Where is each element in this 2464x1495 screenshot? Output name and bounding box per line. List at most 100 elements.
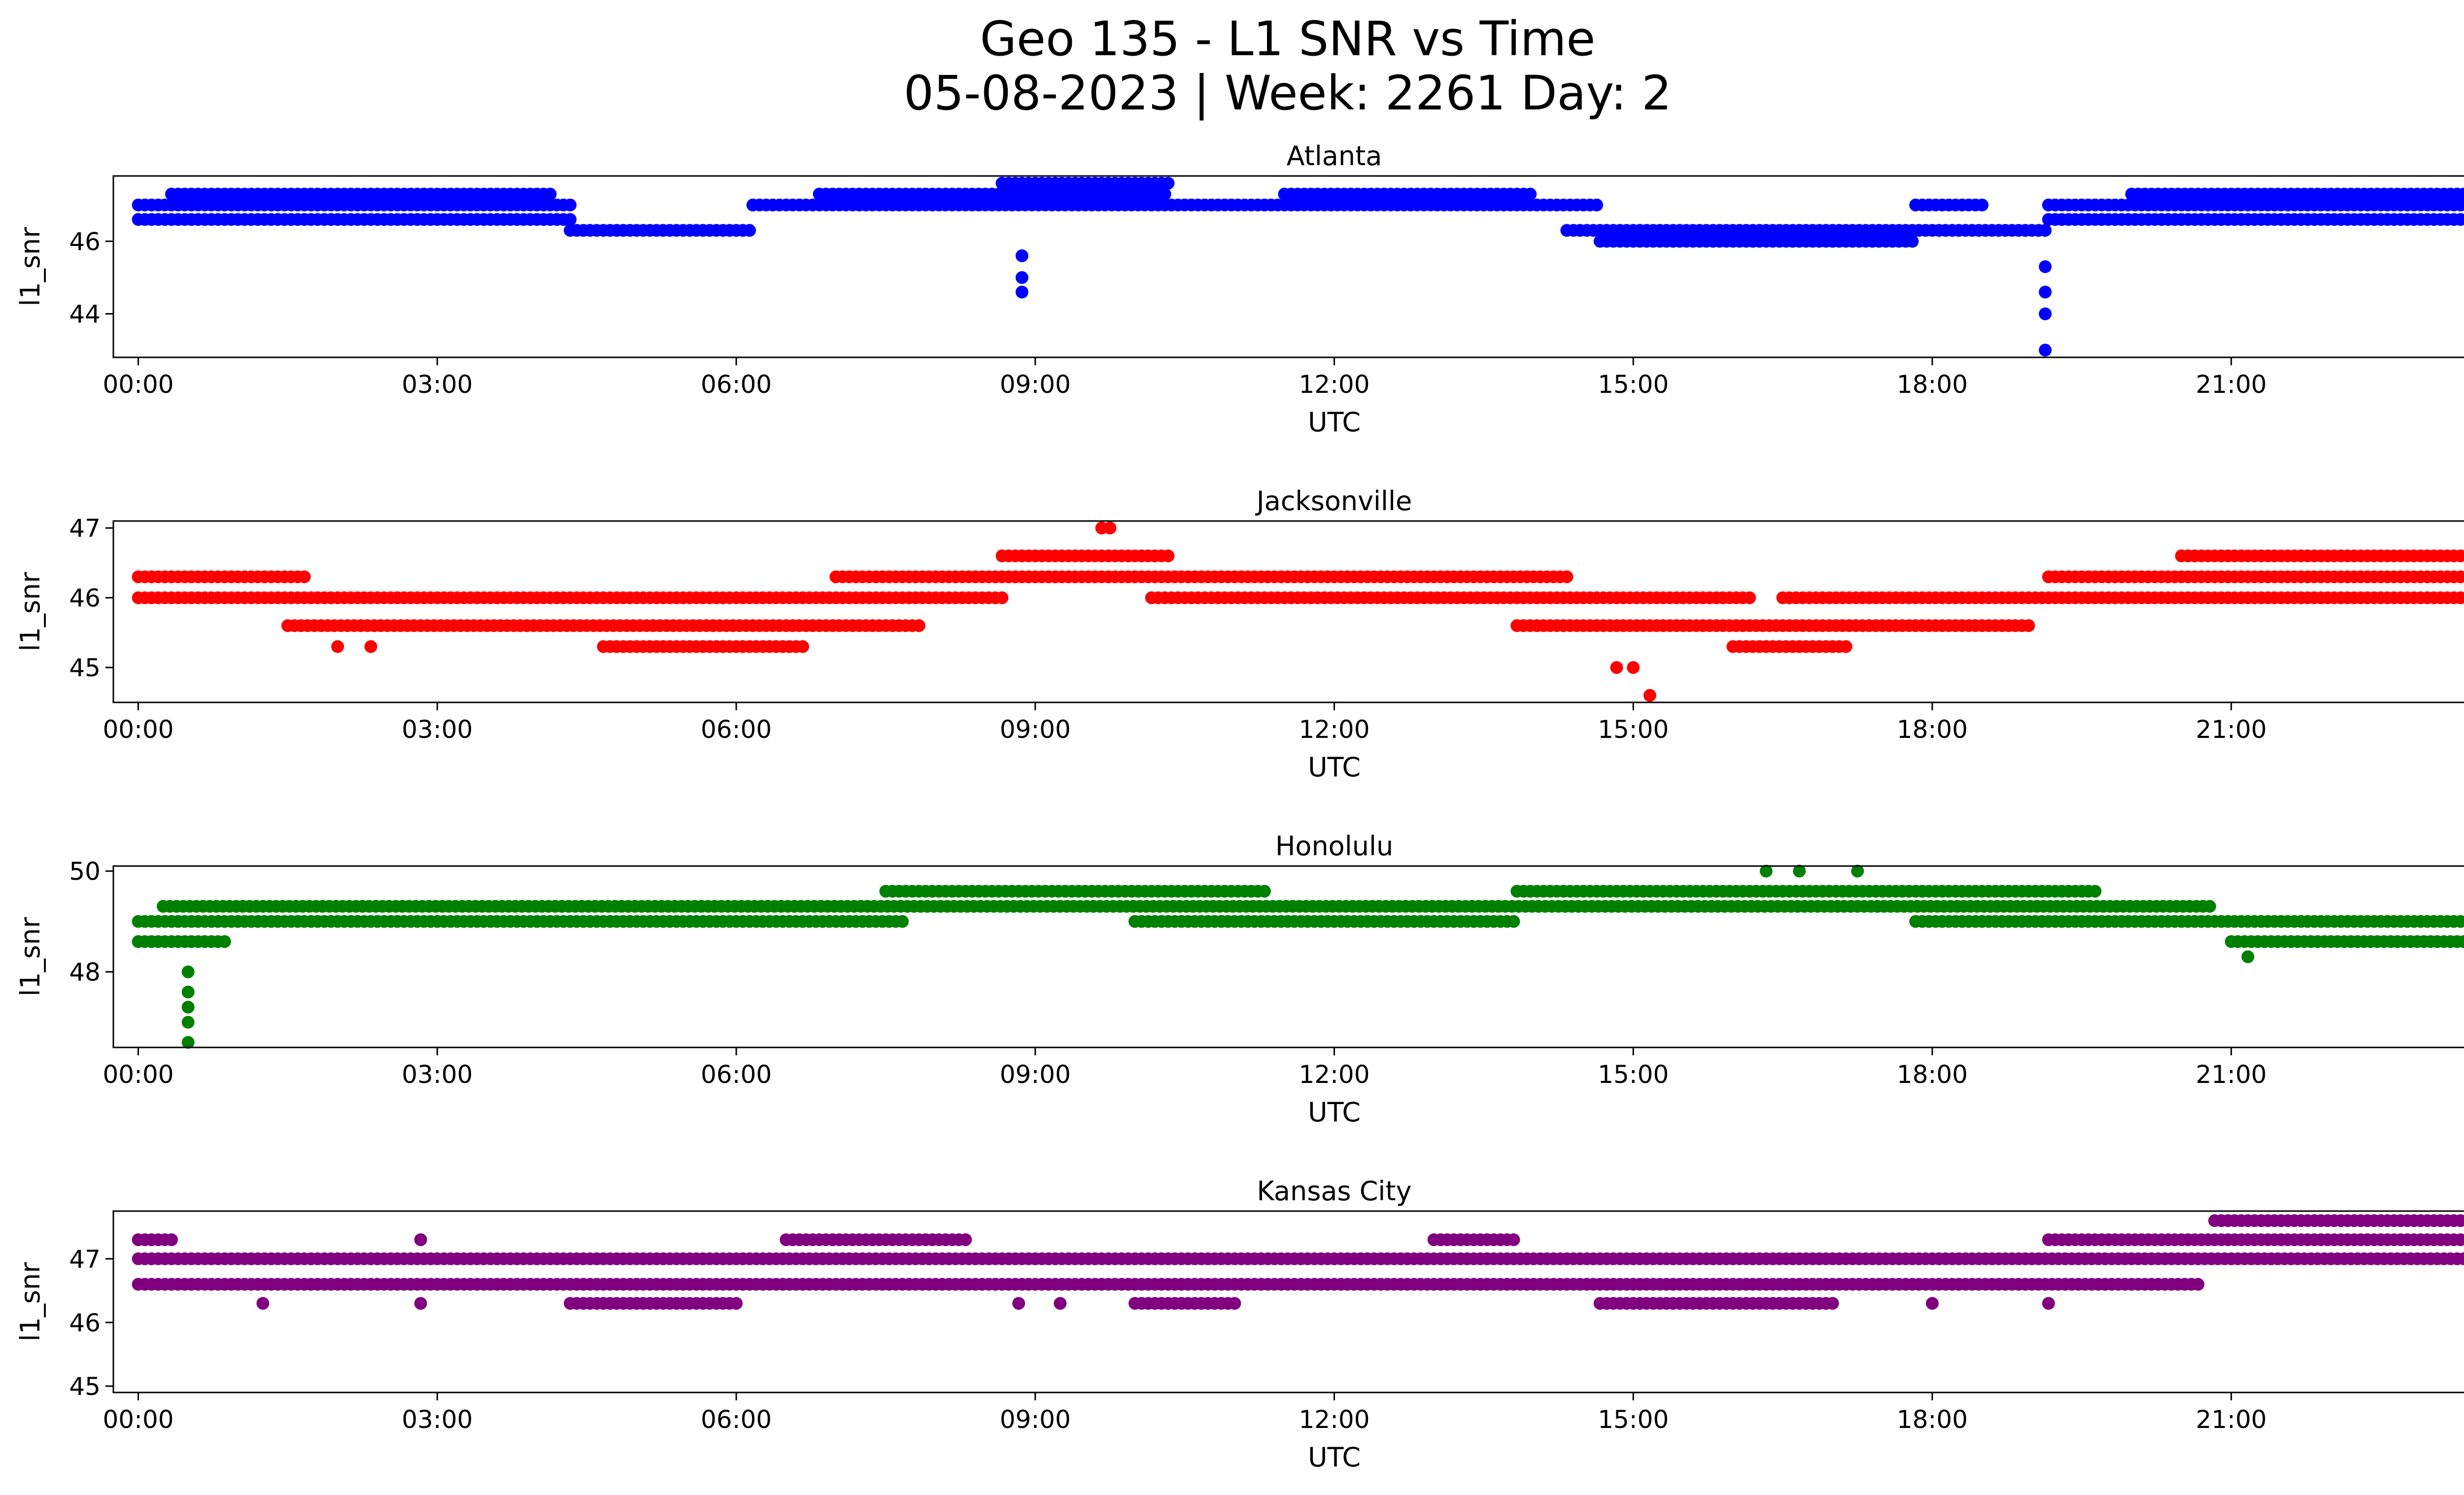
data-point [2454,1214,2464,1227]
data-point [1743,591,1756,604]
x-tick-label: 00:00 [103,715,174,744]
data-point-outlier [1015,285,1028,299]
x-tick-label: 15:00 [1598,370,1669,399]
data-point [2088,885,2102,898]
data-points [132,176,2464,357]
x-axis-label: UTC [1308,1097,1361,1128]
data-point-outlier [2039,344,2052,357]
x-axis-label: UTC [1308,407,1361,438]
data-point [1258,885,1271,898]
x-tick-label: 18:00 [1897,370,1968,399]
x-tick-label: 03:00 [402,370,473,399]
chart-panel-atlanta: Atlanta 00:00 03:00 06:00 09:00 12:00 15:00 18:… [15,140,2464,438]
y-tick-label: 46 [69,1309,101,1337]
x-tick-label: 18:00 [1897,1060,1968,1089]
data-point-outlier [364,640,377,653]
x-tick-label: 06:00 [701,1405,772,1434]
panels-group: Atlanta 00:00 03:00 06:00 09:00 12:00 15:00 18:… [15,140,2464,1473]
data-point [2039,224,2052,237]
data-point [796,640,809,653]
data-point [2457,935,2464,948]
data-point-outlier [1793,865,1806,878]
y-tick-label: 47 [69,1245,101,1274]
x-tick-label: 09:00 [1000,1060,1071,1089]
y-axis-label: l1_snr [15,227,46,307]
data-point-outlier [1015,271,1028,284]
y-tick-label: 45 [69,654,101,682]
x-axis-label: UTC [1308,752,1361,783]
data-point [912,619,925,632]
data-point [896,915,909,928]
x-tick-label: 18:00 [1897,1405,1968,1434]
data-point-outlier [1054,1297,1067,1310]
data-point [2461,571,2464,583]
data-point [1590,198,1604,211]
x-tick-label: 03:00 [402,715,473,744]
data-point [2454,915,2464,928]
y-axis-label: l1_snr [15,1262,46,1342]
data-point [1507,1233,1520,1247]
data-point-outlier [181,1015,195,1029]
y-tick-label: 44 [69,300,101,329]
panel-title: Jacksonville [1255,486,1412,517]
figure-subtitle: 05-08-2023 | Week: 2261 Day: 2 [904,66,1672,121]
data-point [1158,187,1171,201]
x-tick-label: 15:00 [1598,1060,1669,1089]
y-tick-label: 46 [69,227,101,256]
data-point-outlier [1015,249,1028,262]
data-point-outlier [1610,661,1623,674]
data-point [2454,213,2464,226]
data-point [2457,1252,2464,1265]
data-point [2461,199,2464,211]
x-tick-label: 00:00 [103,1060,174,1089]
x-tick-label: 00:00 [103,370,174,399]
data-point [2454,570,2464,584]
data-point [2454,549,2464,562]
data-point-outlier [1012,1297,1026,1310]
data-point-outlier [414,1233,427,1247]
data-point [1826,1297,1839,1310]
data-point-outlier [2241,950,2255,963]
data-point-outlier [1627,661,1640,674]
x-tick-label: 15:00 [1598,1405,1669,1434]
data-point [2022,619,2035,632]
data-point-outlier [2039,307,2052,320]
data-point-outlier [181,1001,195,1014]
data-point [1839,640,1852,653]
data-point [959,1233,972,1247]
x-tick-label: 18:00 [1897,715,1968,744]
x-tick-label: 09:00 [1000,370,1071,399]
data-point-outlier [2039,285,2052,299]
x-tick-label: 12:00 [1299,1060,1369,1089]
x-tick-label: 00:00 [103,1405,174,1434]
x-tick-label: 03:00 [402,1060,473,1089]
data-point-outlier [181,1036,195,1049]
axes-frame [112,865,2464,1048]
y-tick-label: 46 [69,584,101,613]
data-point [2457,187,2464,201]
data-point [2461,213,2464,225]
data-point [2454,1233,2464,1247]
data-point [1524,187,1537,201]
x-tick-label: 15:00 [1598,715,1669,744]
data-point [564,213,577,226]
data-point [743,224,756,237]
data-point [1507,915,1520,928]
data-point [218,935,231,948]
data-point-outlier [181,965,195,978]
y-tick-label: 50 [69,857,101,886]
y-axis-label: l1_snr [15,572,46,652]
x-tick-label: 21:00 [2196,1060,2267,1089]
data-point-outlier [331,640,344,653]
data-point-outlier [181,985,195,999]
data-point [1228,1297,1241,1310]
chart-panel-honolulu: Honolulu 00:00 03:00 06:00 09:00 12:00 15:00 18… [15,831,2464,1128]
data-point [544,187,557,201]
x-tick-label: 06:00 [701,715,772,744]
data-point-outlier [414,1297,427,1310]
data-point-outlier [2039,260,2052,273]
figure-title: Geo 135 - L1 SNR vs Time [980,11,1596,67]
data-point-outlier [1851,865,1864,878]
data-point-outlier [256,1297,270,1310]
